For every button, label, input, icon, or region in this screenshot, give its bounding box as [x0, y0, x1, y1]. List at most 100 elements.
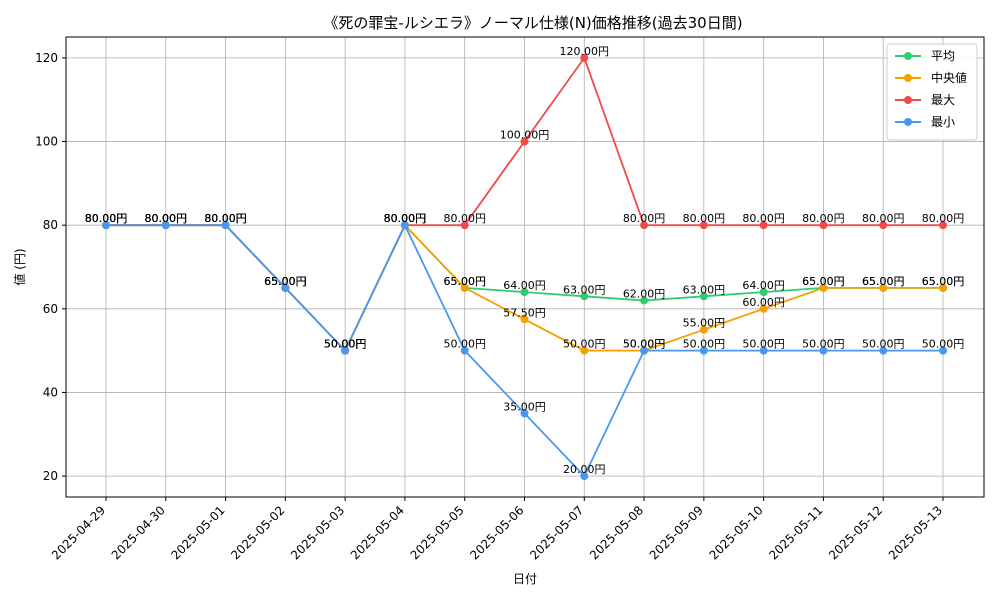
series-0-data-label: 62.00円 — [623, 287, 666, 300]
x-tick-label: 2025-05-07 — [527, 503, 586, 562]
x-tick-label: 2025-05-06 — [467, 503, 526, 562]
series-group — [102, 53, 947, 481]
series-3-data-label: 80.00円 — [145, 212, 188, 225]
series-3-point — [580, 472, 589, 481]
series-3-data-label: 50.00円 — [683, 338, 726, 351]
series-3-point — [879, 346, 888, 355]
series-2-data-label: 65.00円 — [264, 275, 307, 288]
x-tick-label: 2025-05-10 — [707, 503, 766, 562]
series-2-point — [759, 221, 768, 230]
series-0-point — [580, 292, 589, 301]
y-tick-label: 120 — [35, 51, 58, 65]
series-3-point — [400, 221, 409, 230]
series-2-data-label: 80.00円 — [683, 212, 726, 225]
series-1-data-label: 80.00円 — [145, 212, 188, 225]
series-0-data-label: 64.00円 — [503, 279, 546, 292]
y-tick-label: 80 — [43, 218, 58, 232]
series-3-data-label: 50.00円 — [623, 338, 666, 351]
series-1-data-label: 50.00円 — [623, 338, 666, 351]
series-0-data-label: 80.00円 — [204, 212, 247, 225]
x-tick-label: 2025-05-08 — [587, 503, 646, 562]
legend-swatch-marker — [904, 118, 912, 126]
series-3-point — [161, 221, 170, 230]
y-tick-label: 40 — [43, 385, 58, 399]
series-2-data-label: 80.00円 — [384, 212, 427, 225]
series-3-point — [759, 346, 768, 355]
series-3-data-label: 20.00円 — [563, 463, 606, 476]
series-0-point — [759, 288, 768, 297]
series-2-point — [520, 137, 529, 146]
series-1-point — [939, 283, 947, 292]
y-axis: 20 40 60 80 100 120 — [35, 51, 66, 483]
series-2-data-label: 80.00円 — [145, 212, 188, 225]
x-tick-label: 2025-05-13 — [886, 503, 945, 562]
series-3-data-label: 35.00円 — [503, 400, 546, 413]
data-labels: 80.00円 80.00円 80.00円 65.00円 50.00円 80.00円 65.0… — [85, 45, 965, 476]
series-0-data-label: 65.00円 — [443, 275, 486, 288]
legend-entry: 中央値 — [931, 70, 967, 85]
x-tick-label: 2025-05-05 — [408, 503, 467, 562]
series-1-data-label: 65.00円 — [264, 275, 307, 288]
series-1-data-label: 57.50円 — [503, 306, 546, 319]
series-1-data-label: 65.00円 — [922, 275, 965, 288]
x-tick-label: 2025-04-29 — [49, 503, 108, 562]
series-1-data-label: 65.00円 — [443, 275, 486, 288]
series-2-data-label: 80.00円 — [85, 212, 128, 225]
series-3-point — [520, 409, 529, 418]
series-0-data-label: 80.00円 — [145, 212, 188, 225]
legend-entry: 最大 — [931, 93, 955, 107]
series-3-data-label: 50.00円 — [802, 338, 845, 351]
x-axis: 2025-04-29 2025-04-30 2025-05-01 2025-05-02… — [49, 497, 945, 562]
series-2-data-label: 120.00円 — [560, 45, 610, 58]
series-2-point — [460, 221, 469, 230]
series-3-data-label: 80.00円 — [85, 212, 128, 225]
series-1-data-label: 55.00円 — [683, 317, 726, 330]
series-3-point — [460, 346, 469, 355]
series-1-point — [879, 283, 888, 292]
series-3-point — [640, 346, 649, 355]
legend-box — [886, 43, 978, 141]
series-0-data-label: 65.00円 — [922, 275, 965, 288]
series-2-data-label: 80.00円 — [802, 212, 845, 225]
series-3-data-label: 65.00円 — [264, 275, 307, 288]
series-3-point — [102, 221, 110, 230]
series-0-point — [520, 288, 529, 297]
series-1-point — [759, 304, 768, 313]
series-2-point — [819, 221, 828, 230]
series-2-data-label: 100.00円 — [500, 129, 550, 142]
legend-entry: 最小 — [931, 115, 955, 129]
series-1-point — [699, 325, 708, 334]
series-2-data-label: 50.00円 — [324, 338, 367, 351]
y-tick-label: 60 — [43, 302, 58, 316]
series-3-data-label: 80.00円 — [384, 212, 427, 225]
series-1-point — [580, 346, 589, 355]
legend-swatch-marker — [904, 96, 912, 104]
series-1-data-label: 50.00円 — [324, 338, 367, 351]
y-axis-label: 値 (円) — [12, 248, 27, 285]
series-3-data-label: 50.00円 — [922, 338, 965, 351]
legend-swatch-marker — [904, 74, 912, 82]
series-2-point — [580, 53, 589, 62]
series-3-data-label: 80.00円 — [204, 212, 247, 225]
series-1-point — [520, 315, 529, 324]
x-tick-label: 2025-05-09 — [647, 503, 706, 562]
series-2-point — [939, 221, 947, 230]
series-0-data-label: 64.00円 — [742, 279, 785, 292]
series-3-point — [939, 346, 947, 355]
series-1-point — [460, 283, 469, 292]
series-3-data-label: 50.00円 — [862, 338, 905, 351]
x-tick-label: 2025-04-30 — [109, 503, 168, 562]
series-2-point — [640, 221, 649, 230]
series-2-data-label: 80.00円 — [742, 212, 785, 225]
series-0-data-label: 63.00円 — [683, 283, 726, 296]
series-3-data-label: 50.00円 — [443, 338, 486, 351]
series-3-data-label: 50.00円 — [324, 338, 367, 351]
grid — [66, 37, 984, 497]
series-0-data-label: 80.00円 — [85, 212, 128, 225]
series-2-data-label: 80.00円 — [922, 212, 965, 225]
series-3-point — [281, 283, 290, 292]
legend-entry: 平均 — [931, 49, 955, 63]
series-0-data-label: 65.00円 — [802, 275, 845, 288]
legend-swatch-marker — [904, 52, 912, 60]
